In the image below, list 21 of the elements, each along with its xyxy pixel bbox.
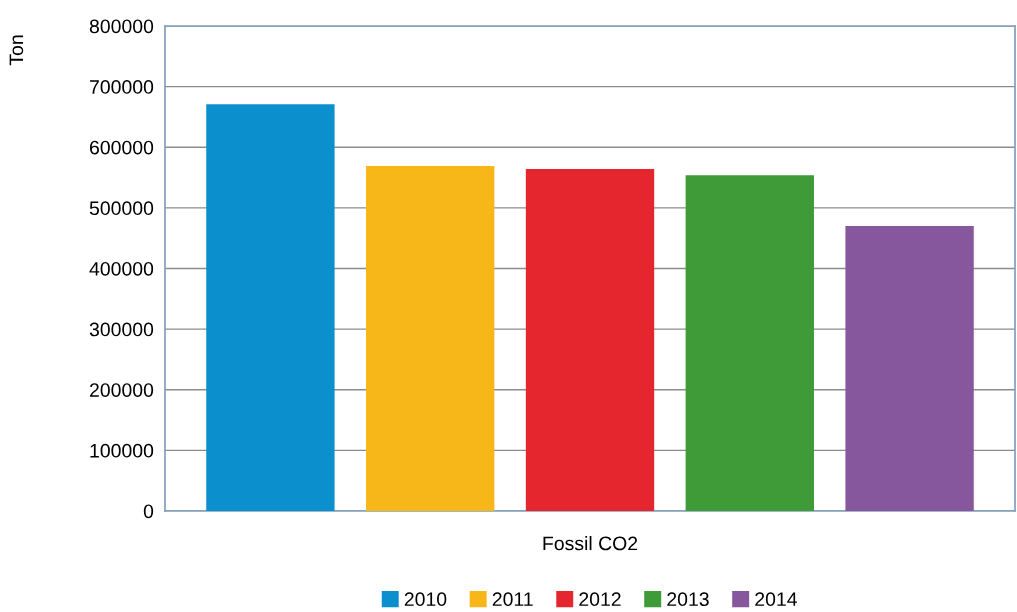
y-tick-label: 200000	[89, 383, 154, 397]
bar	[525, 169, 655, 511]
x-tick-label: Fossil CO2	[543, 536, 638, 551]
legend-label: 2012	[579, 592, 621, 607]
y-axis-title: Ton	[9, 35, 24, 66]
legend-label: 2011	[492, 592, 533, 607]
legend-label: 2013	[667, 592, 709, 607]
bar	[366, 166, 495, 511]
y-tick-label: 300000	[89, 322, 154, 337]
y-tick-label: 700000	[90, 80, 154, 94]
bar	[845, 226, 974, 511]
y-tick-label: 400000	[89, 261, 154, 276]
y-tick-label: 100000	[90, 443, 154, 458]
y-tick-label: 600000	[90, 140, 154, 155]
legend-label: 2010	[404, 592, 447, 607]
y-tick-label: 800000	[89, 19, 154, 34]
y-tick-label: 0	[143, 504, 154, 519]
bar	[685, 175, 814, 511]
legend-label: 2014	[755, 592, 797, 607]
bar	[206, 104, 335, 511]
y-tick-label: 500000	[89, 201, 154, 216]
